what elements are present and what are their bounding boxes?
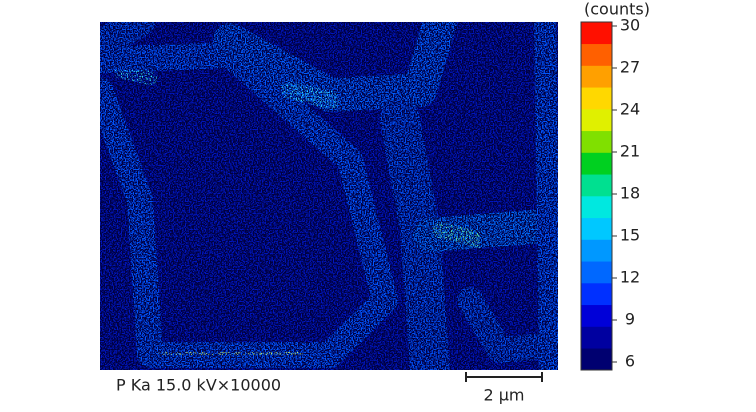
colorbar-band	[581, 43, 612, 66]
colorbar-frame	[580, 21, 613, 371]
scale-bar-label: 2 μm	[483, 386, 524, 405]
colorbar-band	[581, 304, 612, 327]
colorbar-band	[581, 109, 612, 132]
colorbar-band	[581, 196, 612, 219]
colorbar-tick-label: 6	[625, 352, 635, 371]
colorbar-tick-label: 21	[620, 142, 640, 161]
scale-bar	[465, 372, 543, 382]
colorbar-band	[581, 348, 612, 371]
colorbar-unit: (counts)	[584, 0, 650, 19]
colorbar-band	[581, 326, 612, 349]
colorbar-tick-label: 9	[625, 310, 635, 329]
colorbar-band	[581, 87, 612, 110]
colorbar-tick-label: 30	[620, 16, 640, 35]
colorbar-band	[581, 261, 612, 284]
colorbar-tick-label: 27	[620, 58, 640, 77]
colorbar-band	[581, 152, 612, 175]
colorbar-band	[581, 283, 612, 306]
colorbar: 6 9 12 15 18 21 24 27 30	[580, 16, 640, 371]
colorbar-band	[581, 22, 612, 45]
colorbar-tick-label: 24	[620, 100, 640, 119]
image-caption: P Ka 15.0 kV×10000	[116, 376, 281, 395]
colorbar-tick-label: 12	[620, 268, 640, 287]
colorbar-tick-label: 18	[620, 184, 640, 203]
element-map	[100, 22, 558, 370]
colorbar-tick-label: 15	[620, 226, 640, 245]
colorbar-band	[581, 130, 612, 153]
colorbar-band	[581, 239, 612, 262]
colorbar-band	[581, 65, 612, 88]
colorbar-band	[581, 174, 612, 197]
colorbar-band	[581, 217, 612, 240]
